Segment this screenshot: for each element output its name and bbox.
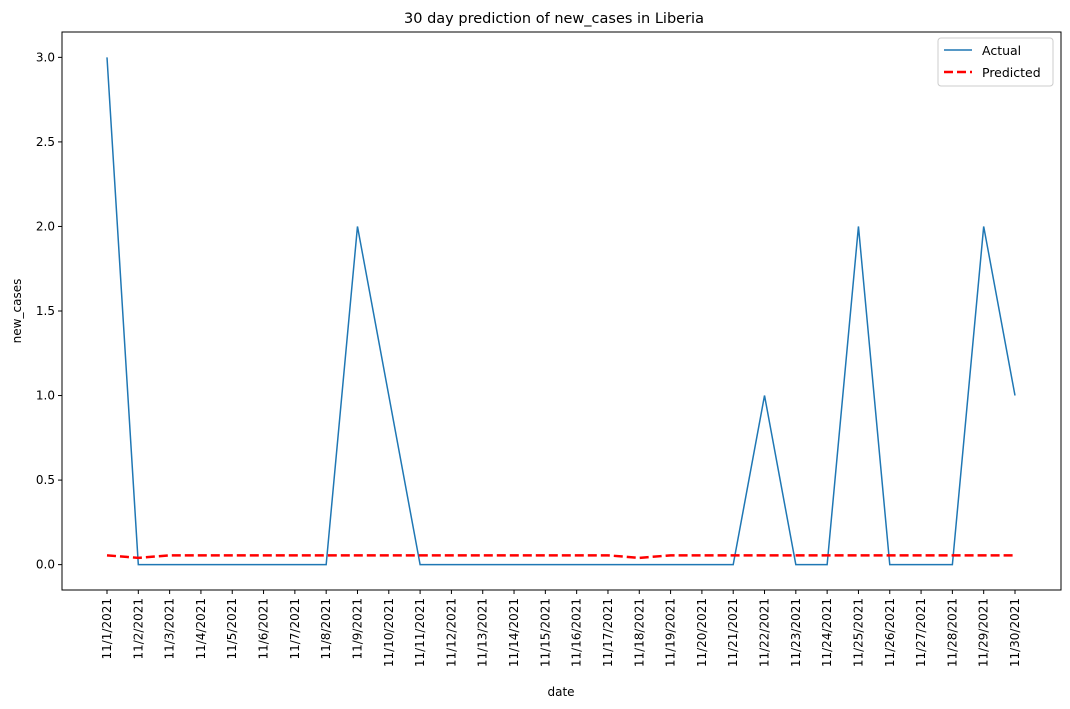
x-tick-label: 11/4/2021 [194,598,208,660]
x-axis-label: date [547,685,574,699]
x-tick-label: 11/2/2021 [131,598,145,660]
y-tick-label: 0.0 [36,558,55,572]
x-tick-label: 11/20/2021 [695,598,709,667]
x-tick-label: 11/12/2021 [444,598,458,667]
y-tick-label: 3.0 [36,50,55,64]
y-tick-label: 2.0 [36,219,55,233]
x-tick-label: 11/23/2021 [789,598,803,667]
series-line-predicted [106,554,1015,560]
x-axis: 11/1/2021 11/2/2021 11/3/2021 11/4/2021 11/5… [100,590,1022,667]
x-tick-label: 11/14/2021 [507,598,521,667]
x-tick-label: 11/27/2021 [914,598,928,667]
y-tick-label: 1.5 [36,304,55,318]
x-tick-label: 11/24/2021 [820,598,834,667]
x-tick-label: 11/7/2021 [288,598,302,660]
legend-label-actual: Actual [982,43,1021,58]
x-tick-label: 11/19/2021 [664,598,678,667]
x-tick-label: 11/9/2021 [350,598,364,660]
x-tick-label: 11/1/2021 [100,598,114,660]
y-tick-label: 1.0 [36,389,55,403]
series-layer [106,57,1016,566]
x-tick-label: 11/6/2021 [257,598,271,660]
legend-label-predicted: Predicted [982,65,1041,80]
x-tick-label: 11/18/2021 [632,598,646,667]
x-tick-label: 11/29/2021 [977,598,991,667]
y-axis-label: new_cases [10,279,24,344]
x-tick-label: 11/15/2021 [538,598,552,667]
x-tick-label: 11/26/2021 [883,598,897,667]
x-tick-label: 11/30/2021 [1008,598,1022,667]
x-tick-label: 11/22/2021 [758,598,772,667]
x-tick-label: 11/5/2021 [225,598,239,660]
x-tick-label: 11/25/2021 [851,598,865,667]
y-tick-label: 0.5 [36,473,55,487]
legend: Actual Predicted [937,37,1054,87]
x-tick-label: 11/17/2021 [601,598,615,667]
x-tick-label: 11/16/2021 [570,598,584,667]
x-tick-label: 11/13/2021 [476,598,490,667]
x-tick-label: 11/21/2021 [726,598,740,667]
x-tick-label: 11/10/2021 [382,598,396,667]
chart-title: 30 day prediction of new_cases in Liberi… [404,11,704,27]
x-tick-label: 11/3/2021 [163,598,177,660]
x-tick-label: 11/11/2021 [413,598,427,667]
x-tick-label: 11/28/2021 [945,598,959,667]
y-tick-label: 2.5 [36,135,55,149]
series-line-actual [106,57,1016,566]
y-axis: 0.0 0.5 1.0 1.5 2.0 2.5 3.0 [36,50,62,572]
plot-frame [61,31,1062,591]
x-tick-label: 11/8/2021 [319,598,333,660]
